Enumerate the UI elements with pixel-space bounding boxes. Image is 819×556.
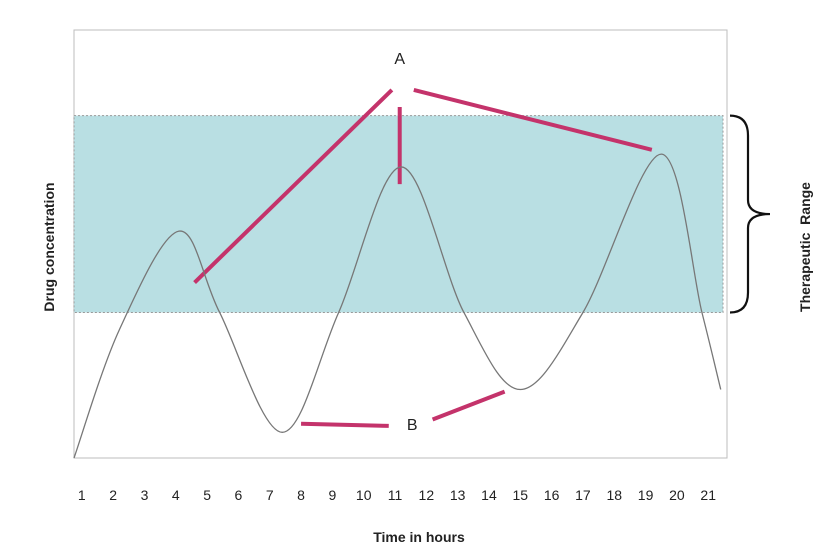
x-axis-title: Time in hours (373, 529, 465, 545)
x-tick-label: 19 (638, 487, 654, 503)
x-tick-label: 18 (606, 487, 622, 503)
therapeutic-range-label: Therapeutic Range (797, 182, 813, 312)
x-tick-label: 4 (172, 487, 180, 503)
concentration-line (73, 153, 722, 459)
x-tick-label: 3 (141, 487, 149, 503)
annotation-a-line-1 (193, 88, 394, 284)
x-tick-label: 16 (544, 487, 560, 503)
annotation-b-line-1 (301, 421, 389, 428)
x-tick-label: 9 (328, 487, 336, 503)
x-tick-label: 15 (513, 487, 529, 503)
x-tick-label: 5 (203, 487, 211, 503)
x-tick-label: 8 (297, 487, 305, 503)
x-tick-label: 11 (388, 487, 403, 503)
x-tick-label: 20 (669, 487, 685, 503)
annotations: AB (193, 51, 653, 434)
x-tick-label: 10 (356, 487, 372, 503)
y-axis-title: Drug concentration (41, 182, 57, 311)
x-tick-label: 7 (266, 487, 274, 503)
x-tick-label: 2 (109, 487, 117, 503)
annotation-a-label: A (394, 51, 405, 68)
x-tick-label: 12 (419, 487, 435, 503)
x-tick-label: 1 (78, 487, 86, 503)
x-tick-label: 13 (450, 487, 466, 503)
x-tick-label: 17 (575, 487, 591, 503)
annotation-b-line-2 (431, 389, 506, 422)
x-tick-label: 14 (481, 487, 497, 503)
x-tick-label: 6 (235, 487, 243, 503)
x-axis-ticks: 1 2 3 4 5 6 7 8 9 10 11 12 13 14 15 16 17 18 19 20 21 (78, 487, 716, 503)
annotation-b-label: B (407, 417, 418, 434)
annotation-a-line-3 (413, 87, 653, 152)
x-tick-label: 21 (700, 487, 716, 503)
therapeutic-range-brace (729, 114, 771, 314)
